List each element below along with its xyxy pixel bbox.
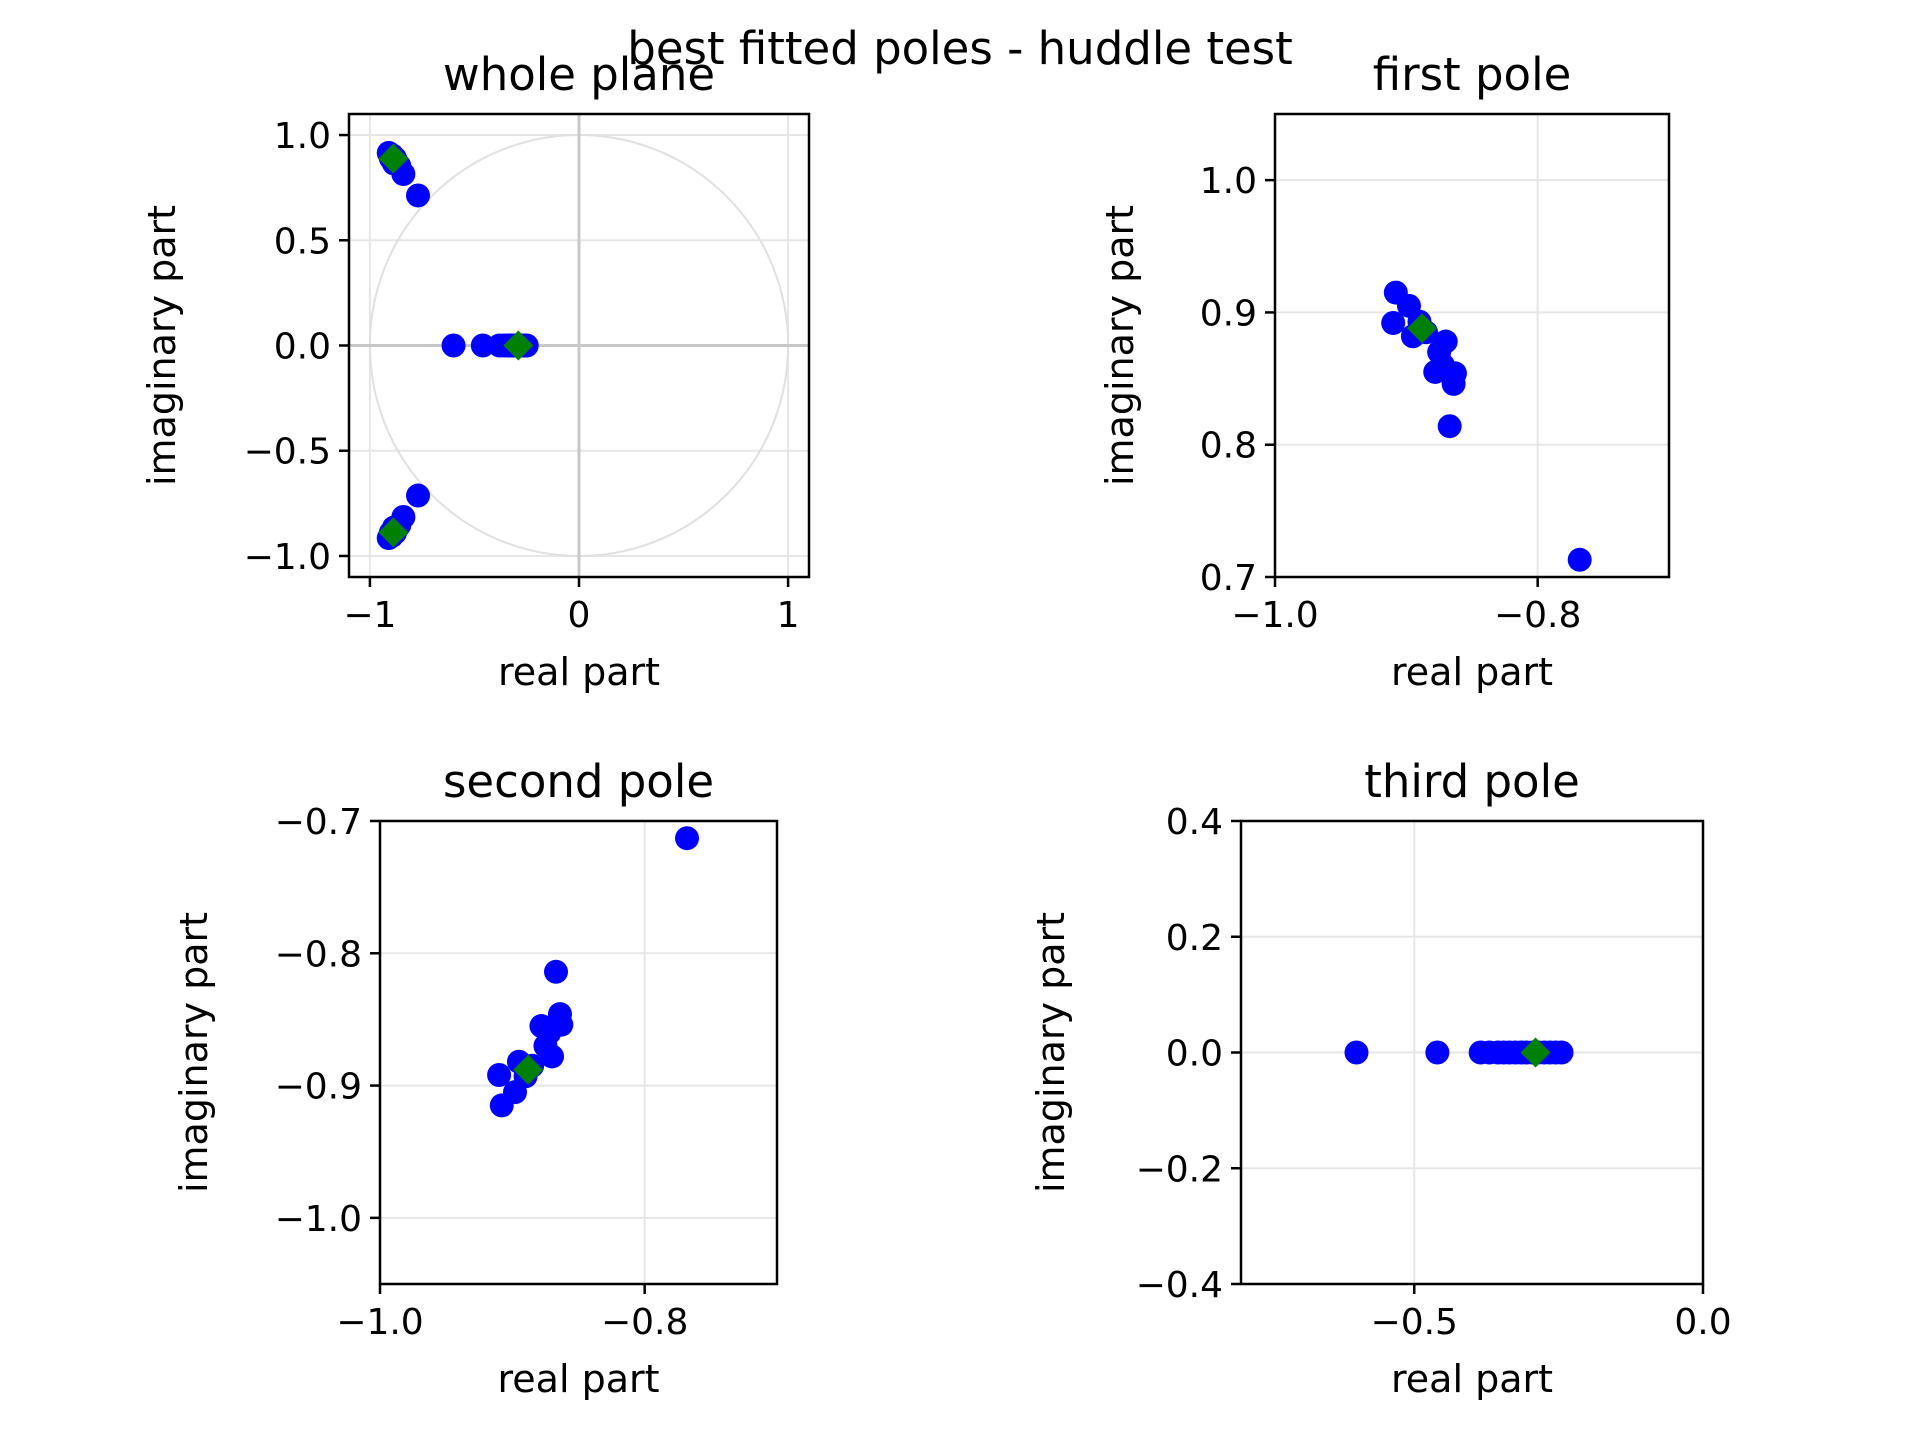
data-point bbox=[1441, 371, 1466, 396]
y-tick-label: −0.5 bbox=[244, 432, 331, 473]
data-point bbox=[544, 959, 569, 984]
y-tick-label: −0.7 bbox=[275, 802, 362, 843]
y-tick-label: −0.2 bbox=[1136, 1149, 1223, 1190]
y-tick-label: −0.9 bbox=[275, 1067, 362, 1108]
series-diamond bbox=[1407, 313, 1438, 344]
y-axis-label: imaginary part bbox=[172, 912, 216, 1193]
x-axis-label: real part bbox=[1391, 650, 1553, 694]
data-point bbox=[675, 826, 700, 851]
fitted-pole-marker bbox=[1520, 1037, 1551, 1068]
data-point bbox=[1549, 1040, 1574, 1065]
y-axis-label: imaginary part bbox=[1098, 205, 1142, 486]
series-circle bbox=[487, 826, 700, 1118]
y-axis-label: imaginary part bbox=[140, 205, 184, 486]
y-tick-label: 0.0 bbox=[274, 327, 331, 368]
grid bbox=[379, 820, 777, 1284]
panel-second: −1.0 −0.8 −0.7 −0.8 −0.9 −1.0 second pole real … bbox=[172, 755, 779, 1401]
panel-title: third pole bbox=[1364, 755, 1580, 808]
data-point bbox=[487, 1062, 512, 1087]
y-tick-label: 0.9 bbox=[1200, 293, 1257, 334]
panel-first: −1.0 −0.8 1.0 0.9 0.8 0.7 first pole real part i… bbox=[1098, 48, 1671, 694]
figure-suptitle: best fitted poles - huddle test bbox=[627, 22, 1293, 75]
x-tick-label: −1 bbox=[343, 595, 396, 636]
data-point bbox=[406, 483, 430, 508]
panel-title: whole plane bbox=[443, 48, 715, 101]
data-point bbox=[1567, 547, 1592, 572]
x-tick-label: −1.0 bbox=[1231, 595, 1318, 636]
y-tick-label: 1.0 bbox=[1200, 161, 1257, 202]
x-axis-label: real part bbox=[498, 650, 660, 694]
y-tick-label: 0.0 bbox=[1166, 1034, 1223, 1075]
y-tick-label: 0.2 bbox=[1166, 918, 1223, 959]
y-tick-label: 1.0 bbox=[274, 116, 331, 157]
y-tick-label: −0.8 bbox=[275, 934, 362, 975]
x-tick-label: 1 bbox=[777, 595, 800, 636]
fitted-pole-marker bbox=[1407, 313, 1438, 344]
panels: −1 0 1 1.0 0.5 0.0 −0.5 −1.0 whole plane real par… bbox=[140, 48, 1732, 1401]
y-tick-label: −0.4 bbox=[1136, 1265, 1223, 1306]
y-tick-label: 0.7 bbox=[1200, 558, 1257, 599]
panel-whole: −1 0 1 1.0 0.5 0.0 −0.5 −1.0 whole plane real par… bbox=[140, 48, 811, 694]
x-tick-label: −1.0 bbox=[336, 1302, 423, 1343]
x-axis-label: real part bbox=[497, 1357, 659, 1401]
y-axis-label: imaginary part bbox=[1029, 912, 1073, 1193]
panel-third: −0.5 0.0 0.4 0.2 0.0 −0.2 −0.4 third pole real p… bbox=[1029, 755, 1732, 1401]
x-tick-label: 0.0 bbox=[1674, 1302, 1731, 1343]
axes-frame bbox=[378, 819, 779, 1286]
x-tick-label: −0.8 bbox=[601, 1302, 688, 1343]
series-diamond bbox=[378, 143, 534, 548]
x-tick-label: −0.5 bbox=[1371, 1302, 1458, 1343]
y-tick-label: −1.0 bbox=[244, 537, 331, 578]
fitted-pole-marker bbox=[513, 1054, 544, 1085]
y-tick-label: −1.0 bbox=[275, 1199, 362, 1240]
x-tick-label: 0 bbox=[568, 595, 591, 636]
data-point bbox=[1381, 311, 1406, 336]
series-diamond bbox=[513, 1054, 544, 1085]
x-axis-label: real part bbox=[1391, 1357, 1553, 1401]
data-point bbox=[547, 1002, 572, 1027]
data-point bbox=[1425, 1040, 1450, 1065]
y-tick-label: 0.8 bbox=[1200, 426, 1257, 467]
series-circle bbox=[1381, 280, 1592, 572]
data-point bbox=[441, 333, 466, 358]
fitted-pole-marker bbox=[378, 517, 409, 548]
fitted-pole-marker bbox=[503, 330, 534, 361]
y-tick-label: 0.5 bbox=[274, 221, 331, 262]
grid bbox=[1274, 114, 1669, 578]
data-point bbox=[1433, 329, 1458, 354]
axes-frame bbox=[1273, 112, 1671, 579]
data-point bbox=[540, 1044, 565, 1069]
panel-title: first pole bbox=[1373, 48, 1572, 101]
x-tick-label: −0.8 bbox=[1494, 595, 1581, 636]
data-point bbox=[1344, 1040, 1369, 1065]
data-point bbox=[1437, 414, 1462, 439]
series-diamond bbox=[1520, 1037, 1551, 1068]
data-point bbox=[406, 183, 430, 208]
panel-title: second pole bbox=[443, 755, 714, 808]
y-tick-label: 0.4 bbox=[1166, 802, 1223, 843]
fitted-pole-marker bbox=[378, 143, 409, 174]
data-point bbox=[470, 333, 495, 358]
